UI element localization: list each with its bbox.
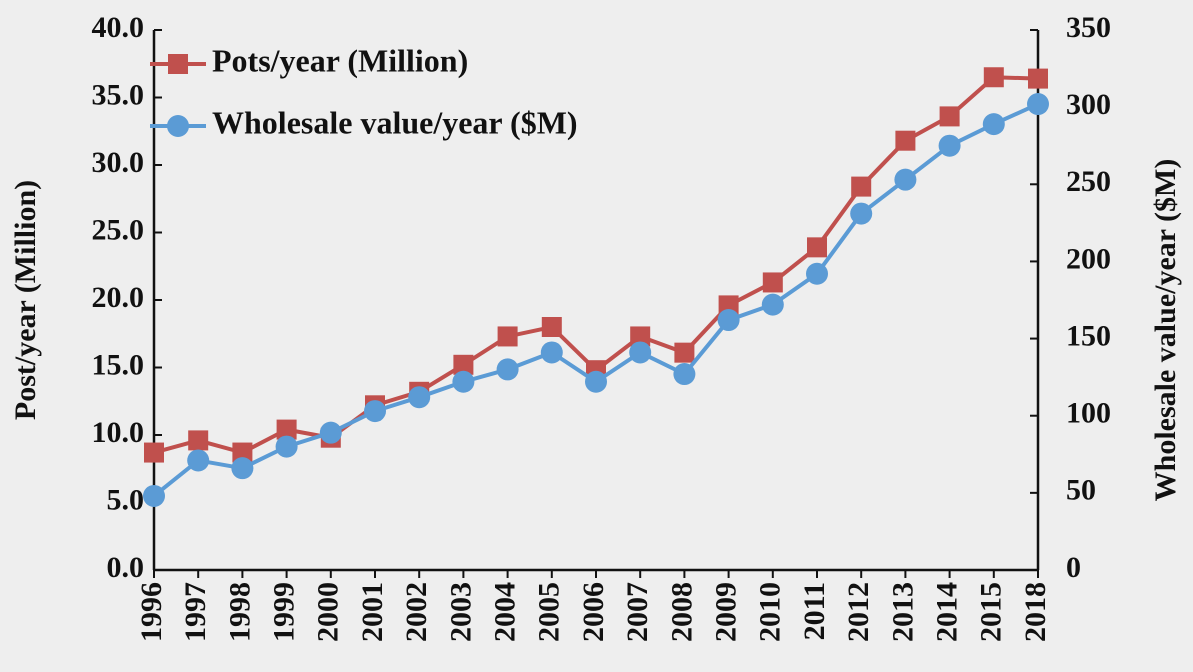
data-point [895, 130, 916, 151]
data-point [629, 341, 652, 364]
x-tick-label: 2015 [975, 582, 1008, 642]
x-tick-label: 2005 [533, 582, 566, 642]
y2-tick-label: 50 [1066, 474, 1096, 507]
y2-tick-label: 200 [1066, 242, 1111, 275]
legend-label: Wholesale value/year ($M) [212, 104, 578, 140]
y-tick-label: 0.0 [107, 551, 145, 584]
data-point [231, 457, 254, 480]
x-tick-label: 2004 [488, 582, 521, 642]
y-tick-label: 25.0 [92, 213, 145, 246]
data-point [276, 419, 297, 440]
legend-marker [167, 115, 189, 137]
data-point [540, 341, 563, 364]
data-point [453, 354, 474, 375]
data-point [939, 106, 960, 127]
x-tick-label: 2003 [444, 582, 477, 642]
y-tick-label: 40.0 [92, 11, 145, 44]
x-tick-label: 2010 [754, 582, 787, 642]
y2-axis-title: Wholesale value/year ($M) [1149, 159, 1182, 502]
x-tick-label: 1999 [267, 582, 300, 642]
y2-tick-label: 350 [1066, 11, 1111, 44]
y2-tick-label: 150 [1066, 319, 1111, 352]
data-point [232, 442, 253, 463]
data-point [850, 202, 873, 225]
data-point [674, 342, 695, 363]
data-point [938, 134, 961, 157]
y2-tick-label: 300 [1066, 88, 1111, 121]
data-point [452, 370, 475, 393]
y2-tick-label: 0 [1066, 551, 1081, 584]
x-tick-label: 2007 [621, 582, 654, 642]
data-point [762, 272, 783, 293]
y2-tick-label: 100 [1066, 397, 1111, 430]
data-point [894, 168, 917, 191]
data-point [761, 293, 784, 316]
x-tick-label: 1996 [135, 582, 168, 642]
data-point [717, 309, 740, 332]
x-tick-label: 1997 [179, 582, 212, 642]
data-point [408, 386, 431, 409]
data-point [364, 400, 386, 423]
data-point [497, 326, 518, 347]
x-tick-label: 2011 [798, 582, 831, 640]
data-point [673, 363, 696, 386]
data-point [275, 435, 298, 458]
y2-tick-label: 250 [1066, 165, 1111, 198]
data-point [851, 176, 872, 197]
data-point [496, 358, 519, 381]
x-tick-label: 2002 [400, 582, 433, 642]
y-tick-label: 35.0 [92, 78, 145, 111]
data-point [807, 237, 827, 258]
data-point [806, 262, 828, 285]
y-tick-label: 10.0 [92, 416, 145, 449]
x-tick-label: 2006 [577, 582, 610, 642]
x-tick-label: 2018 [1019, 582, 1052, 642]
y-tick-label: 20.0 [92, 281, 145, 314]
data-point [1028, 68, 1048, 89]
data-point [188, 430, 209, 451]
x-tick-label: 2001 [356, 582, 389, 642]
x-tick-label: 1998 [223, 582, 256, 642]
y-axis-title: Post/year (Million) [9, 180, 42, 420]
x-tick-label: 2012 [842, 582, 875, 642]
x-tick-label: 2008 [665, 582, 698, 642]
data-point [541, 317, 562, 337]
legend-marker [168, 54, 188, 74]
data-point [630, 326, 651, 347]
data-point [187, 449, 210, 472]
x-tick-label: 2000 [312, 582, 345, 642]
x-tick-label: 2014 [930, 582, 963, 642]
x-tick-label: 2013 [886, 582, 919, 642]
y-tick-label: 30.0 [92, 146, 145, 179]
data-point [143, 484, 165, 507]
y-tick-label: 5.0 [107, 483, 145, 516]
data-point [319, 421, 342, 444]
y-tick-label: 15.0 [92, 348, 145, 381]
data-point [982, 113, 1005, 136]
data-point [983, 67, 1004, 88]
data-point [585, 370, 607, 393]
x-tick-label: 2009 [709, 582, 742, 642]
data-point [144, 442, 164, 463]
legend-label: Pots/year (Million) [212, 42, 468, 78]
data-point [1027, 93, 1049, 116]
